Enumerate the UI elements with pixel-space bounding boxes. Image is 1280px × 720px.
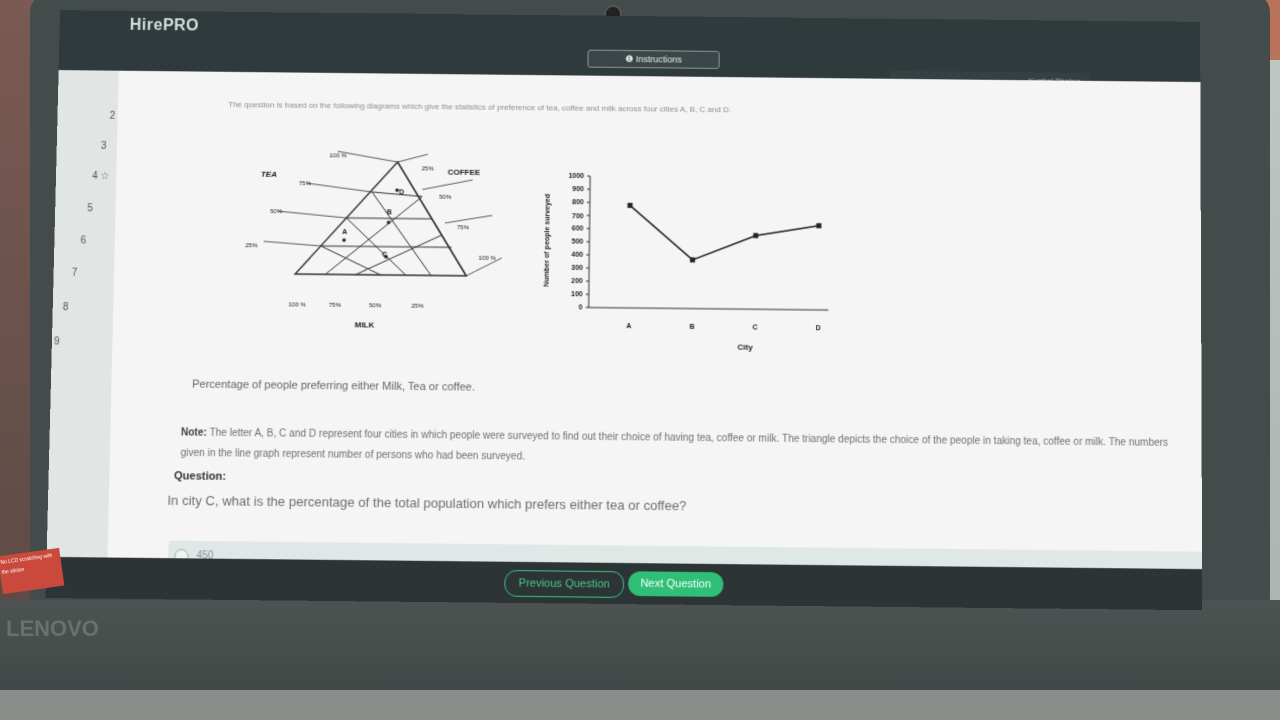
coffee-tick: 25%: [422, 166, 435, 172]
coffee-axis-label: COFFEE: [448, 168, 481, 177]
y-tick-label: 200: [571, 278, 583, 285]
question-nav-item[interactable]: 4 ☆: [92, 171, 110, 182]
x-axis-label: City: [737, 343, 753, 352]
note-text: Note: The letter A, B, C and D represent…: [180, 423, 1171, 474]
question-nav-item[interactable]: 9: [54, 336, 60, 347]
line-chart: Number of people surveyed City 0 100 200 30…: [536, 155, 840, 360]
y-tick-label: 400: [571, 252, 583, 259]
instructions-label: Instructions: [636, 54, 682, 64]
info-icon: ❶: [625, 54, 636, 64]
question-nav-item[interactable]: 7: [72, 268, 78, 279]
tea-tick: 25%: [245, 243, 258, 249]
question-nav-item[interactable]: 3: [101, 141, 107, 152]
coffee-tick: 50%: [439, 195, 452, 201]
previous-question-button[interactable]: Previous Question: [504, 570, 624, 598]
question-nav-item[interactable]: 8: [63, 302, 69, 313]
milk-axis-label: MILK: [355, 320, 375, 329]
y-tick-label: 700: [572, 213, 584, 220]
question-nav-item[interactable]: 6: [80, 235, 86, 246]
laptop-brand: LENOVO: [6, 616, 99, 642]
y-tick-label: 900: [572, 187, 584, 194]
city-point-a: [342, 238, 346, 242]
star-icon: ☆: [100, 171, 109, 182]
y-axis-label: Number of people surveyed: [544, 194, 552, 287]
milk-tick: 25%: [411, 304, 424, 310]
coffee-tick: 75%: [457, 225, 470, 231]
x-tick-label: B: [689, 324, 694, 331]
ternary-diagram: TEA COFFEE MILK 100 % 75% 50% 25% 25% 50…: [213, 132, 518, 347]
x-tick-label: A: [626, 323, 631, 330]
data-point: [627, 203, 632, 208]
triangle-grid: [320, 191, 442, 275]
tea-tick: 75%: [299, 181, 312, 187]
question-nav-item[interactable]: 5: [87, 203, 93, 214]
question-content: The question is based on the following d…: [107, 71, 1202, 569]
intro-text: The question is based on the following d…: [228, 100, 731, 114]
city-point-b: [387, 221, 391, 225]
point-label: D: [399, 189, 404, 196]
next-question-button[interactable]: Next Question: [628, 571, 724, 597]
tea-tick: 50%: [270, 209, 283, 215]
data-point: [690, 257, 695, 262]
y-tick-label: 500: [572, 239, 584, 246]
y-tick-label: 800: [572, 200, 584, 207]
coffee-tick: 100 %: [479, 256, 497, 262]
milk-tick: 50%: [369, 303, 382, 309]
screen: HirePRO ❶ Instructions Kushal Thakur TIM…: [46, 10, 1203, 610]
y-tick-label: 300: [571, 265, 583, 272]
x-tick-label: D: [816, 325, 821, 332]
question-nav-number: 4: [92, 171, 98, 182]
series-line: [629, 205, 818, 261]
question-text: In city C, what is the percentage of the…: [167, 493, 686, 514]
y-tick-label: 600: [572, 226, 584, 233]
note-body: The letter A, B, C and D represent four …: [180, 428, 1168, 463]
instructions-button[interactable]: ❶ Instructions: [587, 50, 719, 69]
milk-tick: 75%: [329, 303, 342, 309]
data-point: [816, 223, 821, 228]
tea-axis-label: TEA: [261, 170, 277, 179]
laptop-base-edge: [0, 690, 1280, 720]
tea-tick: 100 %: [329, 153, 347, 159]
x-tick-label: C: [752, 324, 757, 331]
data-point: [753, 233, 758, 238]
app-logo: HirePRO: [130, 17, 200, 36]
x-axis-line: [589, 308, 829, 311]
point-label: C: [382, 252, 387, 259]
figure-caption: Percentage of people preferring either M…: [192, 379, 475, 394]
note-label: Note:: [181, 427, 207, 438]
point-label: A: [342, 229, 347, 236]
question-nav-item[interactable]: 2: [109, 111, 115, 122]
point-label: B: [387, 209, 392, 216]
y-tick-label: 0: [579, 305, 583, 312]
laptop-base: [0, 600, 1280, 720]
y-tick-label: 1000: [568, 173, 584, 180]
question-label: Question:: [174, 470, 226, 483]
milk-tick: 100 %: [288, 302, 306, 308]
y-tick-label: 100: [571, 292, 583, 299]
